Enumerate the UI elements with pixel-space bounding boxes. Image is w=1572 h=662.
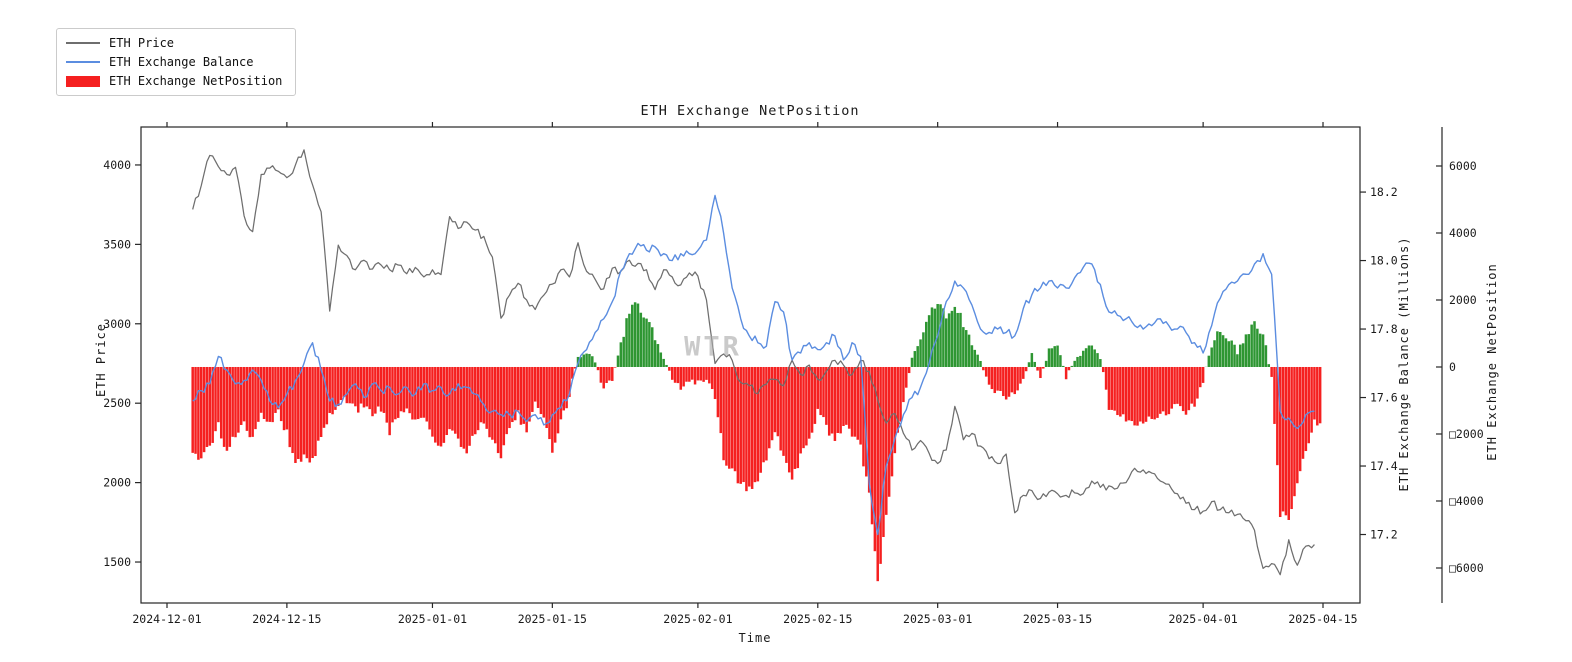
- price-tick-label: 4000: [103, 158, 131, 172]
- netposition-tick-label: □4000: [1449, 494, 1484, 508]
- price-line-swatch-icon: [66, 42, 100, 44]
- balance-tick-label: 18.0: [1370, 254, 1398, 268]
- y-axis-label-netposition: ETH Exchange NetPosition: [1485, 263, 1499, 461]
- netposition-tick-label: 6000: [1449, 159, 1477, 173]
- x-tick-label: 2025-03-15: [1023, 612, 1092, 626]
- x-tick-label: 2025-04-01: [1168, 612, 1237, 626]
- balance-tick-label: 17.4: [1370, 459, 1398, 473]
- x-axis-label-time: Time: [738, 631, 772, 645]
- balance-tick-label: 17.6: [1370, 391, 1398, 405]
- legend-item-balance: ETH Exchange Balance: [66, 55, 282, 69]
- legend-label-balance: ETH Exchange Balance: [109, 55, 254, 69]
- x-tick-label: 2025-01-15: [518, 612, 587, 626]
- netposition-bars-negative: [191, 366, 1322, 582]
- balance-tick-label: 17.2: [1370, 528, 1398, 542]
- netposition-bars-positive: [576, 302, 1271, 367]
- legend-item-price: ETH Price: [66, 36, 282, 50]
- chart-title: ETH Exchange NetPosition: [640, 103, 860, 119]
- netposition-tick-label: □6000: [1449, 561, 1484, 575]
- watermark: WTR: [684, 331, 742, 363]
- legend-label-netposition: ETH Exchange NetPosition: [109, 74, 283, 88]
- balance-tick-label: 17.8: [1370, 322, 1398, 336]
- netposition-patch-swatch-icon: [66, 75, 100, 87]
- price-tick-label: 2500: [103, 396, 131, 410]
- legend: ETH Price ETH Exchange Balance ETH Excha…: [56, 28, 297, 96]
- x-tick-label: 2025-02-01: [663, 612, 732, 626]
- legend-label-price: ETH Price: [109, 36, 175, 50]
- x-tick-label: 2024-12-15: [252, 612, 321, 626]
- x-tick-label: 2024-12-01: [132, 612, 201, 626]
- y-axis-label-price: ETH Price: [94, 322, 108, 398]
- legend-item-netposition: ETH Exchange NetPosition: [66, 74, 282, 88]
- x-tick-label: 2025-01-01: [398, 612, 467, 626]
- balance-line-swatch-icon: [66, 61, 100, 63]
- balance-tick-label: 18.2: [1370, 185, 1398, 199]
- price-line: [192, 149, 1315, 576]
- netposition-tick-label: 4000: [1449, 226, 1477, 240]
- plot-border: [140, 126, 1361, 604]
- x-tick-label: 2025-03-01: [903, 612, 972, 626]
- price-tick-label: 1500: [103, 555, 131, 569]
- x-tick-label: 2025-04-15: [1288, 612, 1357, 626]
- x-tick-label: 2025-02-15: [783, 612, 852, 626]
- netposition-tick-label: 2000: [1449, 293, 1477, 307]
- y-axis-label-balance: ETH Exchange Balance (Millions): [1397, 236, 1411, 492]
- price-tick-label: 3500: [103, 237, 131, 251]
- netposition-tick-label: 0: [1449, 360, 1456, 374]
- price-tick-label: 3000: [103, 317, 131, 331]
- balance-line: [192, 194, 1315, 536]
- price-tick-label: 2000: [103, 476, 131, 490]
- netposition-tick-label: □2000: [1449, 427, 1484, 441]
